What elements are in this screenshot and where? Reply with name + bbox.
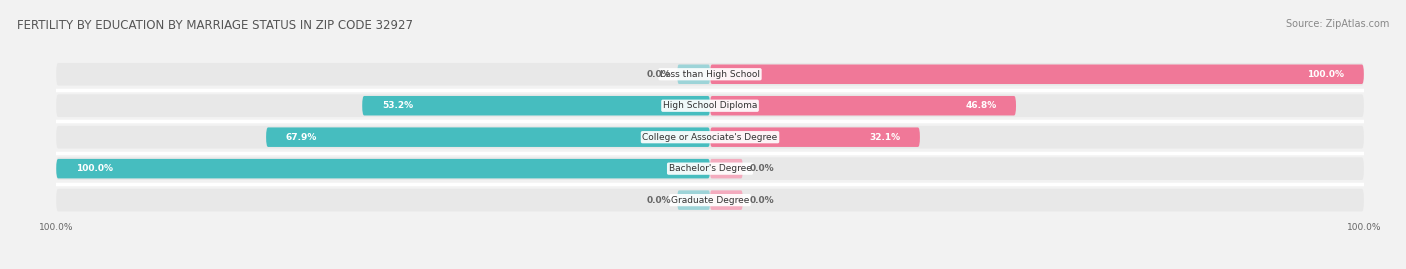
Text: 0.0%: 0.0%	[749, 196, 773, 205]
FancyBboxPatch shape	[363, 96, 710, 115]
Text: High School Diploma: High School Diploma	[662, 101, 758, 110]
Text: 0.0%: 0.0%	[647, 70, 671, 79]
Text: 67.9%: 67.9%	[285, 133, 318, 142]
FancyBboxPatch shape	[266, 128, 710, 147]
Text: 53.2%: 53.2%	[382, 101, 413, 110]
Text: Source: ZipAtlas.com: Source: ZipAtlas.com	[1285, 19, 1389, 29]
FancyBboxPatch shape	[710, 159, 742, 178]
Text: 0.0%: 0.0%	[749, 164, 773, 173]
FancyBboxPatch shape	[710, 128, 920, 147]
Text: Graduate Degree: Graduate Degree	[671, 196, 749, 205]
FancyBboxPatch shape	[56, 157, 1364, 180]
Text: FERTILITY BY EDUCATION BY MARRIAGE STATUS IN ZIP CODE 32927: FERTILITY BY EDUCATION BY MARRIAGE STATU…	[17, 19, 413, 32]
FancyBboxPatch shape	[710, 190, 742, 210]
Text: 46.8%: 46.8%	[965, 101, 997, 110]
Text: 100.0%: 100.0%	[1308, 70, 1344, 79]
FancyBboxPatch shape	[56, 189, 1364, 211]
FancyBboxPatch shape	[710, 65, 1364, 84]
Text: Bachelor's Degree: Bachelor's Degree	[669, 164, 751, 173]
Text: Less than High School: Less than High School	[659, 70, 761, 79]
Text: College or Associate's Degree: College or Associate's Degree	[643, 133, 778, 142]
FancyBboxPatch shape	[56, 94, 1364, 117]
Text: 32.1%: 32.1%	[869, 133, 900, 142]
Text: 100.0%: 100.0%	[76, 164, 112, 173]
FancyBboxPatch shape	[56, 63, 1364, 86]
Text: 0.0%: 0.0%	[647, 196, 671, 205]
FancyBboxPatch shape	[678, 65, 710, 84]
FancyBboxPatch shape	[678, 190, 710, 210]
FancyBboxPatch shape	[56, 126, 1364, 148]
FancyBboxPatch shape	[56, 159, 710, 178]
FancyBboxPatch shape	[710, 96, 1017, 115]
